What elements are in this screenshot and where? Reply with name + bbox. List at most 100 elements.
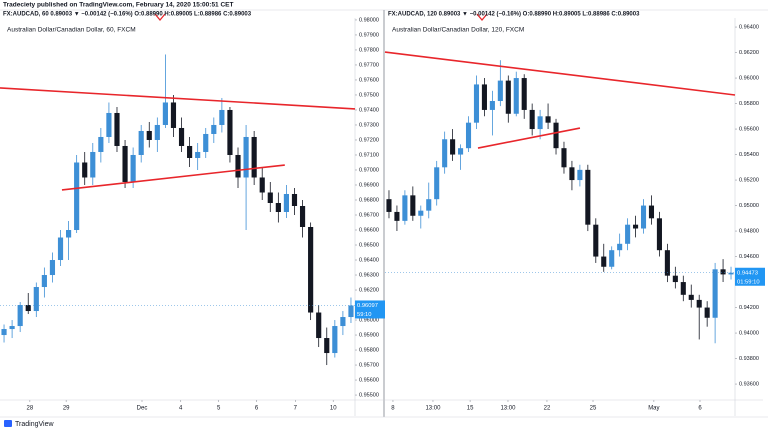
candle-body: [688, 294, 694, 300]
publish-header: Tradeciety published on TradingView.com,…: [3, 2, 234, 9]
candle-body: [154, 124, 160, 140]
candle-body: [57, 237, 64, 261]
x-tick-label: 13:00: [500, 406, 516, 412]
candle-body: [98, 136, 104, 152]
y-tick-label: 0.97000: [359, 167, 379, 173]
x-tick-label: 22: [544, 406, 551, 412]
candle-body: [1, 329, 7, 336]
candle-body: [561, 148, 567, 168]
y-tick-label: 0.94600: [739, 254, 759, 260]
candle-body: [497, 80, 503, 102]
x-tick-label: 13:00: [425, 406, 441, 412]
y-tick-label: 0.97500: [359, 92, 379, 98]
candle-body: [243, 136, 249, 178]
candle-body: [633, 224, 639, 229]
trend-line: [61, 164, 285, 191]
candle-body: [728, 272, 734, 275]
y-tick-label: 0.97300: [359, 122, 379, 128]
candle-body: [332, 326, 338, 354]
x-tick-label: 7: [294, 406, 298, 412]
candle-body: [17, 305, 23, 327]
chart-title: Australian Dollar/Canadian Dollar, 60, F…: [7, 27, 136, 34]
candle-body: [704, 307, 710, 318]
y-tick-label: 0.96200: [359, 287, 379, 293]
x-tick-label: Dec: [137, 406, 148, 412]
candle-body: [529, 109, 535, 130]
candle-body: [219, 109, 225, 125]
candle-body: [426, 199, 432, 211]
y-tick-label: 0.97800: [359, 47, 379, 53]
y-tick-label: 0.96200: [739, 50, 759, 56]
y-tick-label: 0.95600: [739, 127, 759, 133]
candle-body: [672, 275, 678, 283]
candle-body: [299, 205, 306, 228]
candle-body: [308, 227, 314, 313]
y-tick-label: 0.96900: [359, 182, 379, 188]
candle-body: [537, 116, 543, 130]
candle-body: [49, 260, 56, 276]
candles: [386, 60, 734, 344]
candle-body: [465, 122, 472, 149]
candle-body: [720, 269, 726, 275]
candle-body: [316, 312, 322, 339]
x-tick-label: 29: [63, 406, 70, 412]
x-tick-label: 5: [217, 406, 221, 412]
candle-body: [162, 102, 168, 125]
candle-body: [340, 317, 346, 327]
y-tick-label: 0.95600: [359, 377, 379, 383]
candle-body: [386, 199, 392, 212]
candle-body: [712, 269, 718, 318]
countdown-label: 01:59:10: [737, 279, 760, 285]
y-tick-label: 0.95200: [739, 178, 759, 184]
candle-body: [41, 275, 47, 288]
last-price-label: 0.96097: [357, 303, 378, 309]
candle-body: [25, 305, 31, 312]
y-tick-label: 0.95400: [739, 152, 759, 158]
last-price-label: 0.94473: [737, 270, 758, 276]
candle-body: [625, 224, 631, 244]
y-tick-label: 0.93600: [739, 382, 759, 388]
y-tick-label: 0.96800: [359, 197, 379, 203]
candle-body: [114, 112, 120, 146]
y-tick-label: 0.97700: [359, 62, 379, 68]
y-tick-label: 0.98000: [359, 17, 379, 23]
candle-body: [130, 154, 136, 182]
footer-brand: TradingView: [15, 421, 54, 428]
y-tick-label: 0.97200: [359, 137, 379, 143]
candle-body: [227, 109, 233, 155]
candle-body: [33, 287, 39, 312]
candle-body: [450, 139, 456, 155]
candle-body: [82, 162, 88, 178]
symbol-line: FX:AUDCAD, 60 0.89003 ▼ −0.00142 (−0.16%…: [3, 12, 252, 18]
x-tick-label: 28: [27, 406, 34, 412]
y-tick-label: 0.97900: [359, 32, 379, 38]
candle-body: [593, 224, 599, 257]
candle-body: [410, 195, 416, 216]
candle-body: [251, 136, 257, 178]
candle-body: [601, 256, 607, 267]
y-tick-label: 0.95700: [359, 362, 379, 368]
chart-title: Australian Dollar/Canadian Dollar, 120, …: [392, 27, 524, 34]
x-tick-label: 6: [255, 406, 259, 412]
y-tick-label: 0.96400: [359, 257, 379, 263]
candle-body: [481, 84, 487, 110]
candle-body: [505, 80, 511, 114]
candle-body: [170, 102, 177, 128]
candle-body: [521, 78, 527, 110]
candle-body: [696, 299, 702, 308]
candle-body: [187, 145, 193, 158]
candle-body: [609, 250, 615, 267]
y-tick-label: 0.97400: [359, 107, 379, 113]
y-tick-label: 0.94000: [739, 331, 759, 337]
y-tick-label: 0.93800: [739, 356, 759, 362]
candle-body: [418, 210, 424, 216]
y-tick-label: 0.96000: [359, 317, 379, 323]
candle-body: [442, 139, 448, 168]
x-tick-label: 6: [698, 406, 702, 412]
y-tick-label: 0.95000: [739, 203, 759, 209]
y-tick-label: 0.94800: [739, 229, 759, 235]
symbol-line: FX:AUDCAD, 120 0.89003 ▼ −0.00142 (−0.16…: [388, 12, 640, 18]
candle-body: [394, 211, 400, 221]
candle-body: [195, 151, 201, 158]
